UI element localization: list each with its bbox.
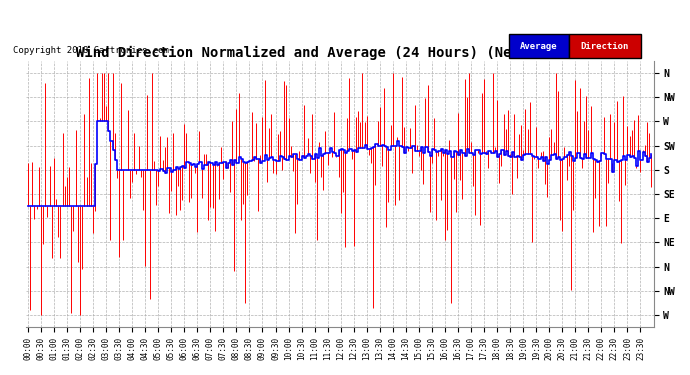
FancyBboxPatch shape: [569, 34, 641, 58]
Text: Direction: Direction: [581, 42, 629, 51]
Text: Average: Average: [520, 42, 558, 51]
FancyBboxPatch shape: [509, 34, 569, 58]
Title: Wind Direction Normalized and Average (24 Hours) (New) 20181008: Wind Direction Normalized and Average (2…: [76, 45, 604, 60]
Text: Copyright 2018 Cartronics.com: Copyright 2018 Cartronics.com: [13, 46, 169, 55]
